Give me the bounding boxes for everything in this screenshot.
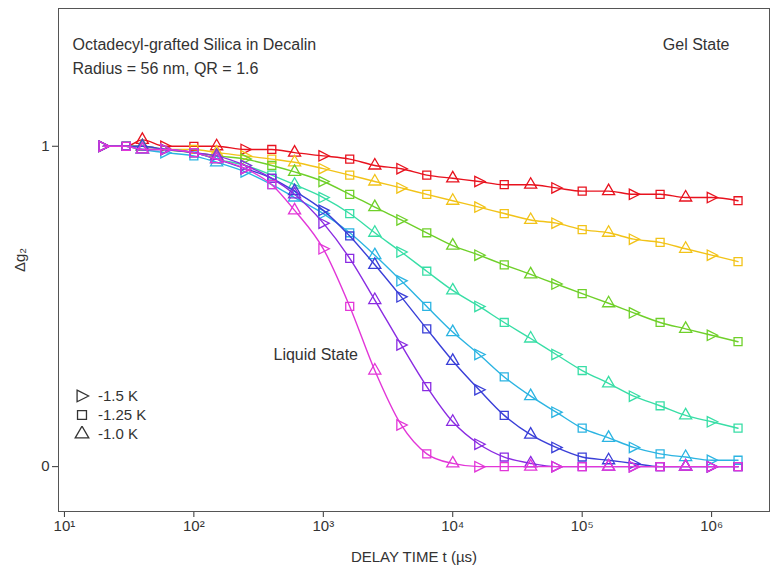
svg-text:10⁵: 10⁵ <box>571 517 594 534</box>
svg-text:Octadecyl-grafted Silica in De: Octadecyl-grafted Silica in Decalin <box>73 36 317 53</box>
svg-text:0: 0 <box>41 457 49 474</box>
svg-text:Δg₂: Δg₂ <box>11 248 28 272</box>
svg-text:Liquid State: Liquid State <box>274 346 359 363</box>
svg-text:1: 1 <box>41 137 49 154</box>
svg-text:10²: 10² <box>183 517 205 534</box>
svg-text:DELAY TIME t (µs): DELAY TIME t (µs) <box>351 548 477 565</box>
svg-text:10⁶: 10⁶ <box>700 517 723 534</box>
svg-text:10⁴: 10⁴ <box>441 517 464 534</box>
svg-text:10³: 10³ <box>312 517 334 534</box>
html-text:-1.5 K: -1.5 K <box>98 387 138 404</box>
svg-text:Radius = 56 nm, QR = 1.6: Radius = 56 nm, QR = 1.6 <box>73 60 259 77</box>
svg-text:10¹: 10¹ <box>54 517 76 534</box>
html-text:-1.25 K: -1.25 K <box>98 406 147 423</box>
html-text:-1.0 K: -1.0 K <box>98 425 138 442</box>
svg-text:Gel State: Gel State <box>663 36 730 53</box>
